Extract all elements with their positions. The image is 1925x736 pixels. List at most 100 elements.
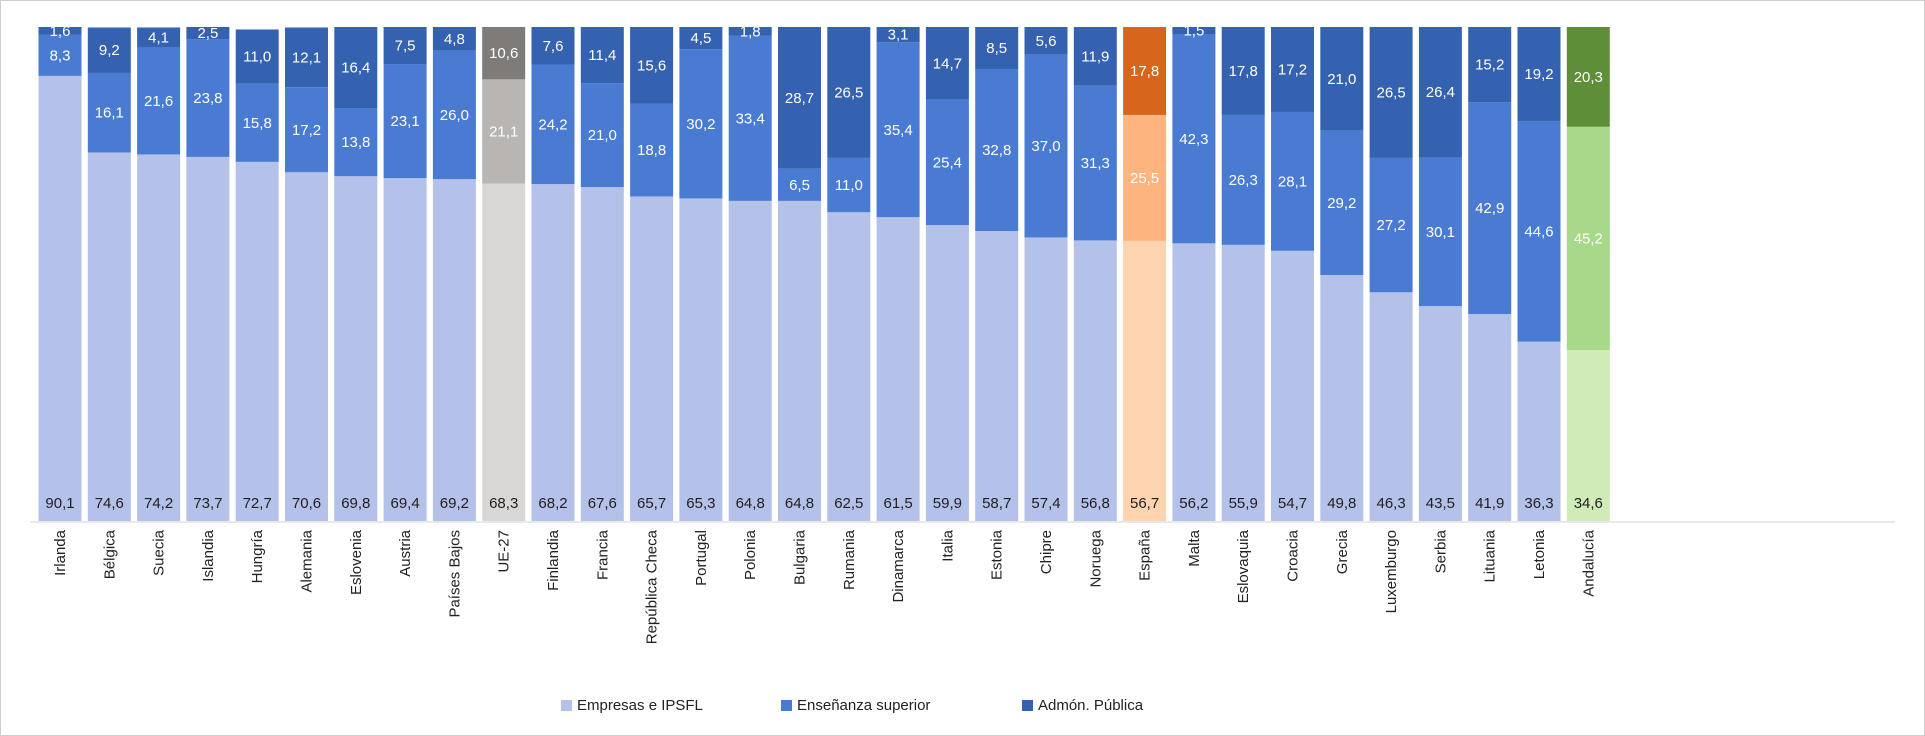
bar-empresas-e-ipsfl-alemania: [285, 172, 328, 522]
category-label-espana: España: [1137, 529, 1154, 581]
value-label-admon-publica-hungria: 11,0: [243, 49, 271, 66]
bar-admon-publica-noruega: [1073, 27, 1117, 86]
bars-layer: 90,1 8,3 1,6 74,6 16,1 9,2 74,2 21,6 4,1 73,7 23,8…: [38, 23, 1610, 522]
legend-swatch-empresas-e-ipsfl: [561, 700, 572, 711]
value-label-empresas-e-ipsfl-luxemburgo: 46,3: [1376, 495, 1405, 512]
value-label-admon-publica-bulgaria: 28,7: [785, 90, 814, 107]
category-label-bulgaria: Bulgaria: [792, 529, 809, 585]
value-label-ensenanza-superior-bulgaria: 6,5: [789, 177, 810, 194]
bar-admon-publica-ue-27: [482, 27, 526, 80]
bar-empresas-e-ipsfl-rumania: [827, 212, 871, 521]
value-label-admon-publica-austria: 7,5: [395, 38, 416, 55]
value-label-ensenanza-superior-noruega: 31,3: [1081, 155, 1110, 172]
bar-ensenanza-superior-austria: [383, 64, 427, 179]
bar-empresas-e-ipsfl-islandia: [186, 156, 230, 522]
value-label-empresas-e-ipsfl-italia: 59,9: [933, 495, 962, 512]
value-label-ensenanza-superior-alemania: 17,2: [292, 122, 321, 139]
category-label-estonia: Estonia: [989, 529, 1006, 580]
bar-empresas-e-ipsfl-austria: [383, 178, 427, 521]
value-label-ensenanza-superior-eslovaquia: 26,3: [1229, 172, 1258, 189]
bar-empresas-e-ipsfl-malta: [1172, 243, 1216, 521]
value-label-admon-publica-belgica: 9,2: [99, 42, 120, 59]
category-label-noruega: Noruega: [1087, 529, 1104, 587]
value-label-empresas-e-ipsfl-francia: 67,6: [588, 495, 617, 512]
category-label-irlanda: Irlanda: [52, 529, 69, 576]
bar-ensenanza-superior-lituania: [1468, 102, 1512, 315]
legend-label-admon-publica: Admón. Pública: [1038, 697, 1144, 714]
bar-empresas-e-ipsfl-bulgaria: [778, 200, 821, 521]
bar-admon-publica-eslovaquia: [1221, 27, 1265, 115]
value-label-ensenanza-superior-hungria: 15,8: [243, 115, 272, 132]
category-label-chipre: Chipre: [1038, 530, 1055, 574]
category-label-francia: Francia: [594, 529, 611, 580]
bar-admon-publica-hungria: [235, 29, 279, 84]
bar-ensenanza-superior-suecia: [137, 47, 181, 155]
bar-ensenanza-superior-eslovaquia: [1221, 114, 1265, 245]
bar-admon-publica-letonia: [1517, 27, 1561, 122]
value-label-empresas-e-ipsfl-polonia: 64,8: [736, 495, 765, 512]
legend-swatch-ensenanza-superior: [781, 700, 792, 711]
bar-empresas-e-ipsfl-francia: [580, 187, 624, 521]
bar-admon-publica-francia: [580, 27, 624, 84]
value-label-admon-publica-luxemburgo: 26,5: [1376, 84, 1405, 101]
value-label-empresas-e-ipsfl-malta: 56,2: [1179, 495, 1208, 512]
bar-admon-publica-dinamarca: [876, 27, 920, 43]
bar-empresas-e-ipsfl-eslovaquia: [1221, 244, 1265, 521]
value-label-ensenanza-superior-polonia: 33,4: [736, 110, 765, 127]
category-label-austria: Austria: [397, 529, 414, 576]
value-label-empresas-e-ipsfl-lituania: 41,9: [1475, 495, 1504, 512]
bar-admon-publica-malta: [1172, 27, 1216, 35]
bar-admon-publica-alemania: [285, 27, 328, 88]
category-label-lituania: Lituania: [1482, 529, 1499, 582]
bar-ensenanza-superior-estonia: [975, 68, 1019, 232]
bar-admon-publica-eslovenia: [334, 27, 378, 109]
category-label-dinamarca: Dinamarca: [890, 529, 907, 602]
value-label-admon-publica-noruega: 11,9: [1081, 48, 1109, 65]
value-label-admon-publica-paises-bajos: 4,8: [444, 31, 465, 48]
value-label-admon-publica-portugal: 4,5: [690, 30, 711, 47]
value-label-admon-publica-francia: 11,4: [588, 47, 616, 64]
value-label-admon-publica-letonia: 19,2: [1524, 66, 1553, 83]
bar-ensenanza-superior-alemania: [285, 87, 328, 173]
bar-admon-publica-finlandia: [531, 27, 575, 65]
value-label-ensenanza-superior-paises-bajos: 26,0: [440, 107, 469, 124]
legend-label-ensenanza-superior: Enseñanza superior: [797, 697, 930, 714]
value-label-ensenanza-superior-ue-27: 21,1: [489, 123, 518, 140]
value-label-admon-publica-espana: 17,8: [1130, 63, 1159, 80]
bar-admon-publica-serbia: [1418, 27, 1462, 158]
value-label-ensenanza-superior-islandia: 23,8: [193, 90, 222, 107]
category-label-luxemburgo: Luxemburgo: [1383, 530, 1400, 613]
value-label-admon-publica-andalucia: 20,3: [1574, 69, 1603, 86]
value-label-empresas-e-ipsfl-dinamarca: 61,5: [883, 495, 912, 512]
value-label-empresas-e-ipsfl-eslovenia: 69,8: [341, 495, 370, 512]
bar-admon-publica-chipre: [1024, 27, 1068, 55]
value-label-admon-publica-polonia: 1,8: [740, 23, 761, 40]
value-label-ensenanza-superior-republica-checa: 18,8: [637, 142, 666, 159]
value-label-empresas-e-ipsfl-republica-checa: 65,7: [637, 495, 666, 512]
value-label-empresas-e-ipsfl-alemania: 70,6: [292, 495, 321, 512]
bar-ensenanza-superior-espana: [1123, 114, 1167, 241]
bar-ensenanza-superior-bulgaria: [778, 168, 821, 201]
bar-ensenanza-superior-portugal: [679, 49, 723, 199]
bar-ensenanza-superior-chipre: [1024, 54, 1068, 238]
bar-ensenanza-superior-italia: [925, 99, 969, 226]
bar-ensenanza-superior-ue-27: [482, 79, 526, 184]
bar-empresas-e-ipsfl-ue-27: [482, 183, 526, 521]
legend: Empresas e IPSFL Enseñanza superior Admón.…: [561, 697, 1144, 714]
bar-empresas-e-ipsfl-espana: [1123, 240, 1167, 521]
category-label-finlandia: Finlandia: [545, 529, 562, 591]
value-label-ensenanza-superior-austria: 23,1: [390, 113, 419, 130]
value-label-admon-publica-malta: 1,5: [1183, 23, 1204, 40]
category-label-croacia: Croacia: [1285, 529, 1302, 581]
category-label-islandia: Islandia: [200, 529, 217, 581]
value-label-empresas-e-ipsfl-finlandia: 68,2: [538, 495, 567, 512]
bar-ensenanza-superior-letonia: [1517, 121, 1561, 342]
value-label-ensenanza-superior-estonia: 32,8: [982, 142, 1011, 159]
value-label-empresas-e-ipsfl-croacia: 54,7: [1278, 495, 1307, 512]
value-label-admon-publica-grecia: 21,0: [1327, 71, 1356, 88]
category-label-rumania: Rumania: [841, 529, 858, 590]
bar-empresas-e-ipsfl-letonia: [1517, 341, 1561, 521]
value-label-admon-publica-finlandia: 7,6: [543, 38, 564, 55]
bar-empresas-e-ipsfl-belgica: [87, 152, 131, 522]
